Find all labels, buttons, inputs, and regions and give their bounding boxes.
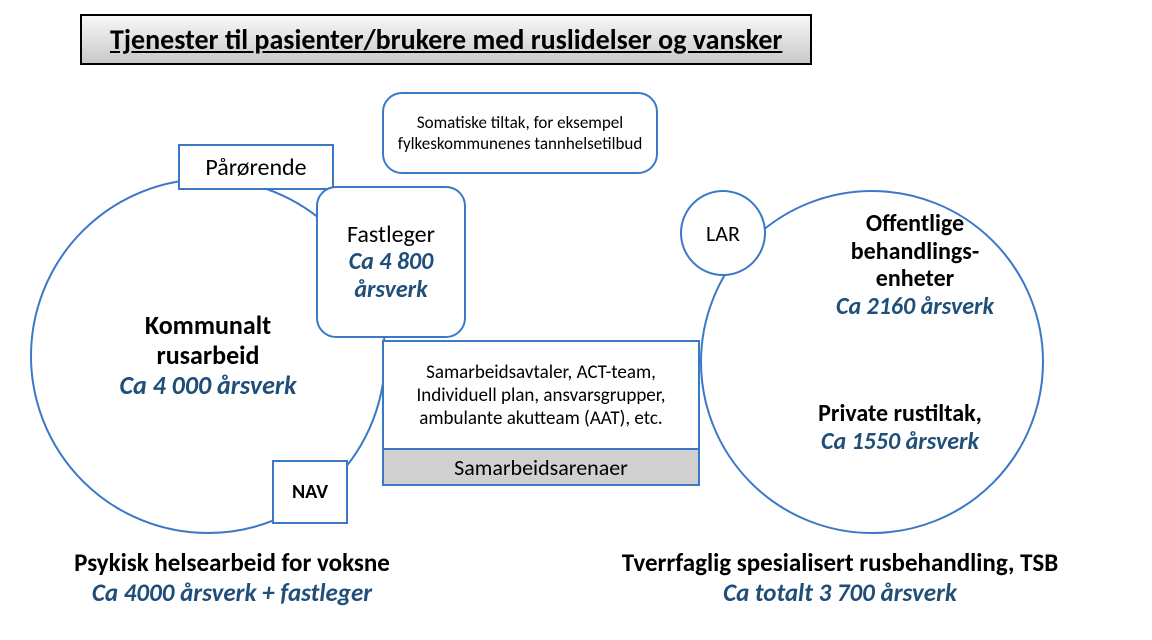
caption-right-line2: Ca totalt 3 700 årsverk: [560, 578, 1120, 608]
left-circle-title: Kommunalt rusarbeid: [108, 311, 308, 371]
right-circle-bot-title: Private rustiltak,: [818, 400, 982, 428]
samarbeid-footer: Samarbeidsarenaer: [382, 448, 700, 486]
caption-right: Tverrfaglig spesialisert rusbehandling, …: [560, 548, 1120, 608]
diagram-title: Tjenester til pasienter/brukere med rusl…: [80, 14, 812, 65]
fastleger-title: Fastleger: [347, 221, 435, 249]
parorende-box: Pårørende: [178, 144, 334, 190]
right-circle-top-value: Ca 2160 årsverk: [836, 293, 994, 321]
samarbeid-container: Samarbeidsavtaler, ACT-team, Individuell…: [382, 340, 700, 486]
right-circle-bot-value: Ca 1550 årsverk: [821, 428, 979, 456]
right-circle-top: Offentlige behandlings- enheter Ca 2160 …: [800, 210, 1030, 320]
samarbeid-body: Samarbeidsavtaler, ACT-team, Individuell…: [382, 340, 700, 448]
nav-box: NAV: [272, 460, 348, 524]
fastleger-value: Ca 4 800 årsverk: [331, 248, 451, 303]
somatiske-box: Somatiske tiltak, for eksempel fylkeskom…: [382, 92, 658, 174]
right-circle-top-title: Offentlige behandlings- enheter: [800, 210, 1030, 293]
lar-circle: LAR: [680, 190, 766, 276]
caption-left: Psykisk helsearbeid for voksne Ca 4000 å…: [22, 548, 442, 608]
caption-right-line1: Tverrfaglig spesialisert rusbehandling, …: [560, 548, 1120, 578]
caption-left-line2: Ca 4000 årsverk + fastleger: [22, 578, 442, 608]
right-circle-bottom: Private rustiltak, Ca 1550 årsverk: [770, 400, 1030, 455]
left-circle-value: Ca 4 000 årsverk: [120, 371, 297, 401]
caption-left-line1: Psykisk helsearbeid for voksne: [22, 548, 442, 578]
fastleger-box: Fastleger Ca 4 800 årsverk: [316, 186, 466, 338]
